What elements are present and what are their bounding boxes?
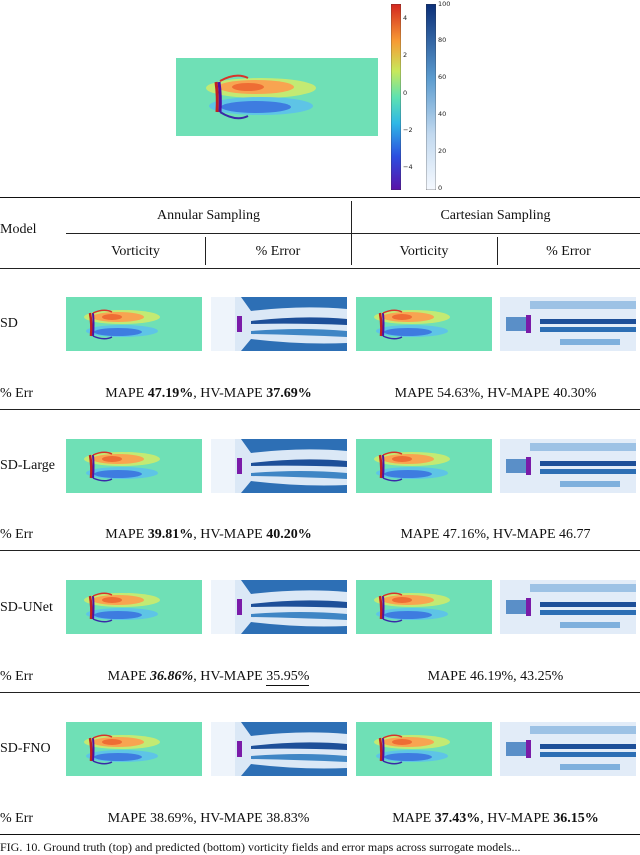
error-row-label: % Err bbox=[0, 386, 34, 401]
vorticity-colorbar-tick: 0 bbox=[403, 89, 408, 97]
vorticity-field-image bbox=[66, 297, 202, 351]
annular-error-summary: MAPE 38.69%, HV-MAPE 38.83% bbox=[107, 811, 310, 826]
ground-truth-vorticity-field bbox=[176, 58, 378, 136]
error-colorbar-tick: 100 bbox=[438, 0, 451, 8]
error-subheader: % Error bbox=[546, 244, 591, 259]
error-map-image bbox=[500, 439, 636, 493]
vorticity-colorbar-tick: −4 bbox=[403, 163, 413, 171]
row-separator bbox=[0, 409, 640, 410]
table-bottom-rule bbox=[0, 834, 640, 835]
vorticity-field-image bbox=[66, 439, 202, 493]
error-map-image bbox=[211, 580, 347, 634]
annular-error-summary: MAPE 39.81%, HV-MAPE 40.20% bbox=[105, 527, 312, 542]
error-colorbar-tick: 60 bbox=[438, 73, 447, 81]
error-colorbar-tick: 80 bbox=[438, 36, 447, 44]
subheader-divider bbox=[497, 237, 498, 265]
cartesian-error-summary: MAPE 37.43%, HV-MAPE 36.15% bbox=[392, 811, 599, 826]
vorticity-colorbar-tick: 2 bbox=[403, 51, 408, 59]
error-map-image bbox=[211, 439, 347, 493]
header-mid-rule bbox=[66, 233, 640, 234]
error-subheader: % Error bbox=[255, 244, 301, 259]
vorticity-subheader: Vorticity bbox=[399, 244, 449, 259]
annular-sampling-header: Annular Sampling bbox=[156, 208, 261, 223]
vorticity-field-image bbox=[356, 297, 492, 351]
vorticity-field-image bbox=[356, 722, 492, 776]
vorticity-subheader: Vorticity bbox=[111, 244, 160, 259]
row-separator bbox=[0, 692, 640, 693]
error-colorbar-tick: 20 bbox=[438, 147, 447, 155]
error-map-image bbox=[211, 722, 347, 776]
header-bottom-rule bbox=[0, 268, 640, 269]
vorticity-field-image bbox=[66, 580, 202, 634]
error-map-image bbox=[211, 297, 347, 351]
error-row-label: % Err bbox=[0, 811, 34, 826]
annular-error-summary: MAPE 47.19%, HV-MAPE 37.69% bbox=[105, 386, 312, 401]
model-column-header: Model bbox=[0, 222, 37, 237]
vorticity-field-image bbox=[356, 439, 492, 493]
group-divider bbox=[351, 201, 352, 265]
vorticity-colorbar bbox=[391, 4, 401, 190]
model-name: SD bbox=[0, 316, 18, 331]
annular-error-summary: MAPE 36.86%, HV-MAPE 35.95% bbox=[107, 669, 310, 686]
model-name: SD-FNO bbox=[0, 741, 51, 756]
row-separator bbox=[0, 550, 640, 551]
subheader-divider bbox=[205, 237, 206, 265]
vorticity-colorbar-tick: −2 bbox=[403, 126, 413, 134]
cartesian-error-summary: MAPE 54.63%, HV-MAPE 40.30% bbox=[394, 386, 597, 401]
vorticity-field-image bbox=[66, 722, 202, 776]
error-row-label: % Err bbox=[0, 669, 34, 684]
error-row-label: % Err bbox=[0, 527, 34, 542]
figure-caption: FIG. 10. Ground truth (top) and predicte… bbox=[0, 840, 521, 854]
cartesian-error-summary: MAPE 47.16%, HV-MAPE 46.77 bbox=[400, 527, 591, 542]
cartesian-error-summary: MAPE 46.19%, 43.25% bbox=[427, 669, 564, 684]
cartesian-sampling-header: Cartesian Sampling bbox=[440, 208, 551, 223]
error-map-image bbox=[500, 580, 636, 634]
table-top-rule bbox=[0, 197, 640, 198]
error-colorbar-tick: 0 bbox=[438, 184, 443, 192]
vorticity-colorbar-tick: 4 bbox=[403, 14, 408, 22]
error-map-image bbox=[500, 297, 636, 351]
model-name: SD-UNet bbox=[0, 600, 53, 615]
error-map-image bbox=[500, 722, 636, 776]
error-colorbar-tick: 40 bbox=[438, 110, 447, 118]
vorticity-field-image bbox=[356, 580, 492, 634]
error-colorbar bbox=[426, 4, 436, 190]
model-name: SD-Large bbox=[0, 458, 55, 473]
